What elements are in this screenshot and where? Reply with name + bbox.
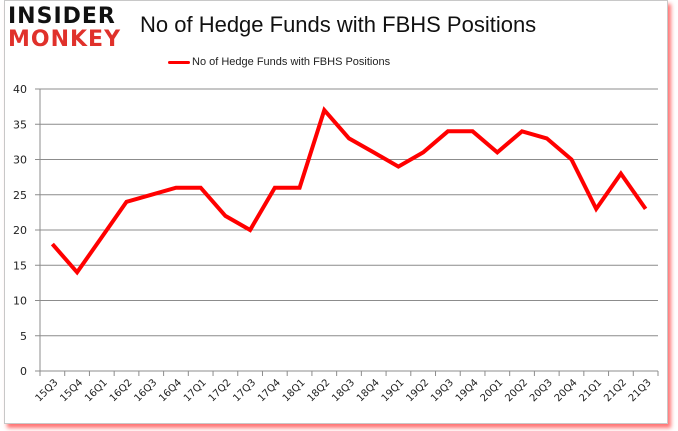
- chart-title: No of Hedge Funds with FBHS Positions: [140, 12, 537, 37]
- series-line: [50, 106, 648, 276]
- x-tick-label: 15Q4: [58, 377, 85, 404]
- legend-line-swatch-icon: [168, 60, 190, 64]
- x-tick-label: 16Q4: [157, 377, 184, 404]
- y-tick-label: 30: [13, 154, 27, 167]
- x-tick-label: 20Q4: [553, 377, 580, 404]
- y-tick-label: 10: [13, 295, 27, 308]
- x-tick-label: 19Q1: [380, 377, 407, 404]
- chart-frame: [4, 0, 668, 424]
- x-tick-label: 19Q3: [429, 377, 456, 404]
- x-axis: 15Q315Q416Q116Q216Q316Q417Q117Q217Q317Q4…: [34, 370, 659, 404]
- x-tick-label: 19Q2: [404, 377, 431, 404]
- x-tick-label: 17Q1: [182, 377, 209, 404]
- x-tick-label: 17Q4: [256, 377, 283, 404]
- x-tick-label: 18Q3: [330, 377, 357, 404]
- x-tick-label: 20Q3: [528, 377, 555, 404]
- y-tick-label: 25: [13, 189, 27, 202]
- y-axis: 0 5 10 15 20 25 30 35 40: [13, 83, 41, 378]
- x-tick-label: 18Q4: [355, 377, 382, 404]
- y-tick-label: 40: [13, 83, 27, 96]
- y-tick-label: 35: [13, 118, 27, 131]
- logo-line-2: MONKEY: [8, 27, 122, 52]
- x-tick-label: 17Q3: [231, 377, 258, 404]
- gridlines: [40, 88, 658, 337]
- y-tick-label: 5: [20, 330, 27, 343]
- x-tick-label: 16Q2: [108, 377, 135, 404]
- x-tick-label: 16Q3: [133, 377, 160, 404]
- x-tick-label: 17Q2: [207, 377, 234, 404]
- x-tick-label: 20Q1: [479, 377, 506, 404]
- x-tick-label: 20Q2: [503, 377, 530, 404]
- insider-monkey-logo: INSIDER MONKEY: [8, 6, 126, 56]
- y-tick-label: 20: [13, 224, 27, 237]
- data-series: [50, 106, 648, 276]
- x-tick-label: 21Q1: [577, 377, 604, 404]
- legend-label: No of Hedge Funds with FBHS Positions: [192, 56, 391, 68]
- x-tick-label: 15Q3: [34, 377, 61, 404]
- x-tick-label: 18Q2: [306, 377, 333, 404]
- x-tick-label: 18Q1: [281, 377, 308, 404]
- chart-legend: No of Hedge Funds with FBHS Positions: [168, 56, 390, 68]
- x-tick-label: 16Q1: [83, 377, 110, 404]
- x-tick-label: 19Q4: [454, 377, 481, 404]
- y-tick-label: 15: [13, 259, 27, 272]
- x-tick-label: 21Q3: [627, 377, 654, 404]
- x-tick-label: 21Q2: [602, 377, 629, 404]
- y-tick-label: 0: [20, 365, 27, 378]
- logo-line-1: INSIDER: [8, 4, 116, 29]
